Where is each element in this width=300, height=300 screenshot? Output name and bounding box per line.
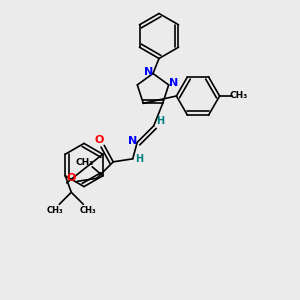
- Text: H: H: [156, 116, 164, 126]
- Text: N: N: [128, 136, 137, 146]
- Text: CH₃: CH₃: [76, 158, 94, 167]
- Text: CH₃: CH₃: [46, 206, 63, 215]
- Text: CH₃: CH₃: [230, 92, 248, 100]
- Text: O: O: [67, 173, 76, 183]
- Text: H: H: [135, 154, 143, 164]
- Text: N: N: [169, 78, 178, 88]
- Text: O: O: [94, 135, 104, 145]
- Text: CH₃: CH₃: [80, 206, 96, 215]
- Text: N: N: [144, 67, 153, 77]
